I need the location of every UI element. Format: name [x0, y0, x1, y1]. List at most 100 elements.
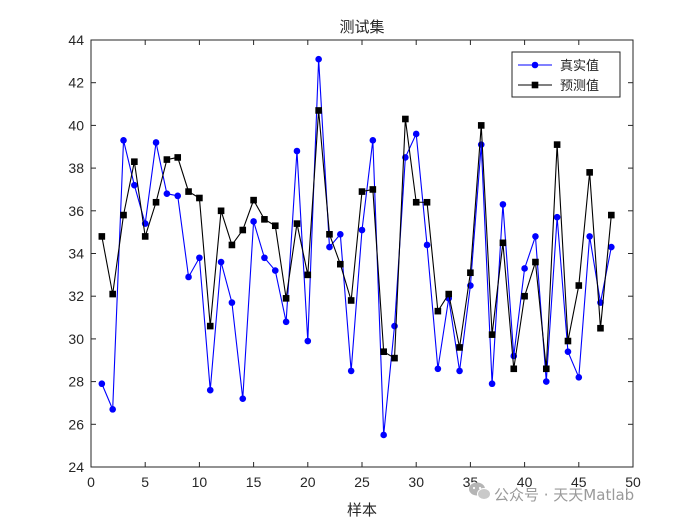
data-point [532, 258, 539, 266]
legend-item: 预测值 [518, 78, 599, 94]
data-point [120, 137, 127, 144]
y-tick-label: 34 [68, 246, 84, 262]
data-point [174, 192, 182, 200]
data-point [380, 348, 387, 356]
data-point [109, 406, 116, 413]
y-tick-label: 30 [68, 331, 84, 347]
y-tick-label: 44 [68, 32, 84, 48]
data-point [542, 365, 550, 373]
y-tick-label: 40 [68, 117, 84, 133]
data-point [499, 239, 507, 247]
data-point [499, 201, 507, 208]
data-point [402, 115, 409, 123]
data-point [347, 367, 355, 375]
legend-item: 真实值 [518, 58, 599, 74]
data-point [358, 188, 366, 195]
legend-label: 真实值 [560, 58, 599, 74]
series-layer [98, 55, 615, 439]
data-point [206, 322, 214, 330]
data-point [250, 196, 257, 204]
data-point [163, 156, 171, 163]
y-tick-label: 42 [68, 75, 84, 91]
data-point [217, 207, 225, 215]
x-tick-label: 15 [246, 474, 262, 490]
data-point [467, 269, 474, 277]
data-point [369, 186, 377, 193]
x-tick-label: 10 [192, 474, 208, 490]
data-point [358, 226, 366, 234]
data-point [261, 216, 268, 223]
data-point [477, 141, 485, 148]
data-point [109, 290, 116, 298]
x-tick-label: 5 [141, 474, 149, 490]
data-point [271, 222, 279, 230]
data-point [185, 188, 192, 195]
data-point [423, 198, 431, 206]
data-point [412, 198, 420, 206]
data-point [434, 365, 442, 373]
data-point [131, 158, 138, 165]
data-point [326, 230, 333, 238]
data-point [477, 122, 485, 129]
data-point [131, 181, 138, 189]
x-axis-title: 样本 [347, 501, 377, 519]
data-point [575, 374, 583, 381]
data-point [304, 271, 312, 279]
y-tick-label: 36 [68, 203, 84, 219]
data-point [282, 295, 290, 302]
plot-area [91, 40, 633, 467]
x-tick-label: 25 [354, 474, 370, 490]
data-point [575, 282, 583, 289]
series-1 [98, 55, 615, 439]
data-point [586, 169, 593, 176]
data-point [456, 367, 463, 375]
data-point [597, 324, 604, 332]
series-2 [98, 107, 615, 373]
legend-label: 预测值 [560, 78, 599, 94]
data-point [217, 258, 225, 266]
data-point [391, 354, 398, 362]
data-point [250, 218, 257, 225]
x-tick-label: 50 [625, 474, 641, 490]
x-tick-label: 20 [300, 474, 316, 490]
data-point [412, 130, 420, 138]
legend-marker [531, 81, 539, 89]
data-point [564, 348, 572, 356]
data-point [98, 380, 106, 388]
data-point [196, 254, 203, 262]
data-point [282, 318, 290, 326]
data-point [337, 230, 344, 238]
y-tick-label: 32 [68, 288, 84, 304]
data-point [542, 378, 550, 385]
data-point [293, 220, 301, 227]
data-point [391, 322, 398, 330]
x-tick-label: 45 [571, 474, 587, 490]
series-line [101, 59, 612, 436]
data-point [196, 194, 203, 202]
wechat-icon [469, 482, 491, 500]
series-line [101, 110, 612, 369]
data-point [445, 290, 453, 298]
data-point [206, 386, 214, 394]
data-point [564, 337, 572, 345]
data-point [271, 267, 279, 274]
data-point [521, 265, 528, 272]
chart-title: 测试集 [339, 18, 384, 36]
data-point [174, 154, 182, 161]
watermark: 公众号 · 天天Matlab [469, 482, 634, 504]
data-point [261, 254, 268, 262]
legend-box [511, 51, 621, 98]
data-point [434, 307, 442, 315]
data-point [510, 365, 518, 373]
y-tick-label: 38 [68, 160, 84, 176]
data-point [293, 147, 301, 155]
data-point [239, 395, 247, 402]
x-axis: 0 5 10 15 20 25 30 35 40 45 50 [87, 40, 641, 490]
data-point [163, 190, 171, 198]
data-point [98, 233, 106, 240]
x-tick-label: 30 [408, 474, 424, 490]
data-point [532, 233, 539, 240]
y-tick-label: 24 [68, 459, 84, 475]
data-point [521, 292, 528, 300]
